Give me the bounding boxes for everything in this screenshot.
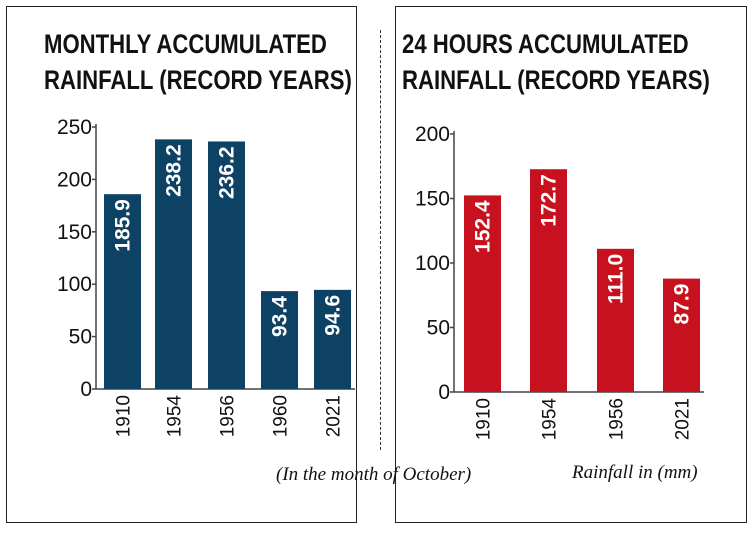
units-note: Rainfall in (mm) — [572, 462, 698, 483]
daily-bar-1956 — [597, 248, 634, 392]
right-chart-title: 24 HOURS ACCUMULATED RAINFALL (RECORD YE… — [402, 26, 710, 98]
daily-value-label: 152.4 — [472, 200, 495, 253]
monthly-category-label: 1960 — [271, 395, 292, 437]
daily-y-tick-label: 100 — [415, 252, 450, 275]
daily-y-tick-label: 50 — [427, 317, 450, 340]
monthly-value-label: 236.2 — [216, 146, 239, 199]
daily-bar-2021 — [663, 278, 700, 392]
daily-category-label: 2021 — [673, 398, 694, 440]
daily-y-tick-label: 0 — [438, 381, 450, 404]
monthly-value-label: 93.4 — [269, 296, 292, 337]
monthly-y-tick-label: 150 — [57, 221, 92, 244]
daily-y-tick-label: 200 — [415, 123, 450, 146]
monthly-y-tick-label: 100 — [57, 273, 92, 296]
daily-category-label: 1910 — [474, 398, 495, 440]
month-note: (In the month of October) — [276, 464, 472, 485]
monthly-category-label: 2021 — [324, 395, 345, 437]
monthly-category-label: 1954 — [165, 395, 186, 438]
monthly-category-label: 1910 — [114, 395, 135, 437]
daily-value-label: 111.0 — [605, 254, 628, 304]
monthly-bar-1954 — [155, 139, 192, 389]
daily-bar-1910 — [464, 195, 501, 392]
right-title-line1: 24 HOURS ACCUMULATED — [402, 29, 689, 59]
monthly-category-label: 1956 — [218, 395, 239, 437]
right-title-line2: RAINFALL (RECORD YEARS) — [402, 65, 710, 95]
monthly-bar-1910 — [104, 194, 141, 389]
monthly-value-label: 238.2 — [163, 144, 186, 197]
daily-bar-1954 — [530, 169, 567, 392]
left-chart-title: MONTHLY ACCUMULATED RAINFALL (RECORD YEA… — [44, 26, 352, 98]
monthly-y-tick-label: 200 — [57, 168, 92, 191]
monthly-bar-2021 — [314, 289, 351, 389]
monthly-value-label: 185.9 — [112, 199, 135, 252]
monthly-y-tick-label: 250 — [57, 116, 92, 139]
left-title-line1: MONTHLY ACCUMULATED — [44, 29, 327, 59]
monthly-bar-1956 — [208, 141, 245, 389]
monthly-bar-1960 — [261, 291, 298, 389]
monthly-value-label: 94.6 — [322, 295, 345, 336]
monthly-y-tick-label: 0 — [80, 378, 92, 401]
left-title-line2: RAINFALL (RECORD YEARS) — [44, 65, 352, 95]
daily-y-tick-label: 150 — [415, 188, 450, 211]
monthly-y-tick-label: 50 — [69, 326, 92, 349]
daily-value-label: 172.7 — [538, 174, 561, 227]
daily-value-label: 87.9 — [671, 284, 694, 325]
daily-category-label: 1954 — [540, 398, 561, 441]
panel-divider — [380, 30, 381, 450]
daily-category-label: 1956 — [607, 398, 628, 440]
